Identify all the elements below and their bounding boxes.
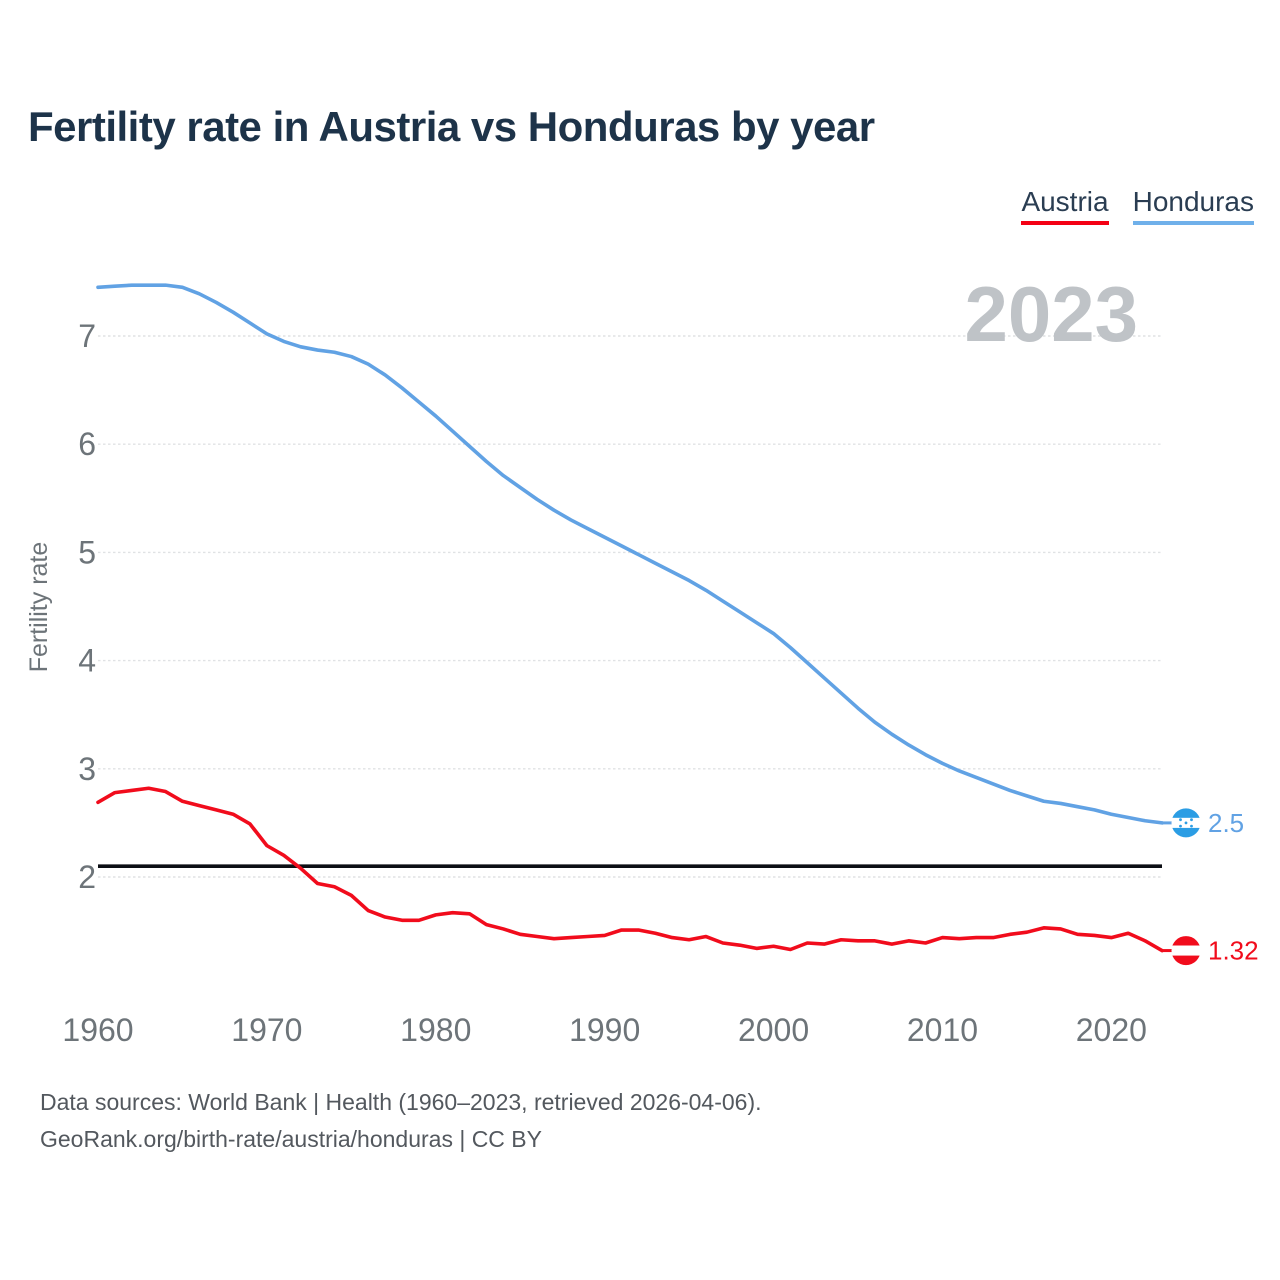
- y-tick-label-6: 6: [78, 426, 96, 462]
- x-tick-label-2020: 2020: [1076, 1012, 1147, 1048]
- y-tick-label-4: 4: [78, 643, 96, 679]
- y-tick-label-5: 5: [78, 534, 96, 570]
- x-tick-label-1990: 1990: [569, 1012, 640, 1048]
- x-tick-label-1970: 1970: [231, 1012, 302, 1048]
- y-tick-label-3: 3: [78, 751, 96, 787]
- y-tick-label-7: 7: [78, 318, 96, 354]
- series-line-honduras[interactable]: [96, 283, 1164, 825]
- legend-label-honduras: Honduras: [1132, 186, 1254, 217]
- legend-underline-austria: [1021, 221, 1109, 225]
- honduras-flag-icon: [1171, 808, 1201, 838]
- end-value-honduras: 2.5: [1208, 808, 1244, 838]
- legend-item-honduras[interactable]: Honduras: [1132, 186, 1254, 225]
- footer: Data sources: World Bank | Health (1960–…: [40, 1084, 762, 1158]
- series-line-austria[interactable]: [96, 786, 1164, 953]
- watermark-year: 2023: [964, 270, 1138, 358]
- footer-attribution: GeoRank.org/birth-rate/austria/honduras …: [40, 1126, 542, 1152]
- legend: Austria Honduras: [1021, 186, 1254, 225]
- austria-flag-icon: [1171, 936, 1201, 966]
- x-tick-label-2010: 2010: [907, 1012, 978, 1048]
- legend-underline-honduras: [1132, 221, 1254, 225]
- y-tick-label-2: 2: [78, 859, 96, 895]
- x-tick-label-1980: 1980: [400, 1012, 471, 1048]
- end-value-austria: 1.32: [1208, 936, 1259, 966]
- footer-data-sources: Data sources: World Bank | Health (1960–…: [40, 1089, 762, 1115]
- page-title: Fertility rate in Austria vs Honduras by…: [28, 103, 875, 150]
- x-tick-label-2000: 2000: [738, 1012, 809, 1048]
- legend-label-austria: Austria: [1021, 186, 1109, 217]
- x-tick-label-1960: 1960: [62, 1012, 133, 1048]
- legend-item-austria[interactable]: Austria: [1021, 186, 1109, 225]
- y-axis-title: Fertility rate: [25, 542, 53, 673]
